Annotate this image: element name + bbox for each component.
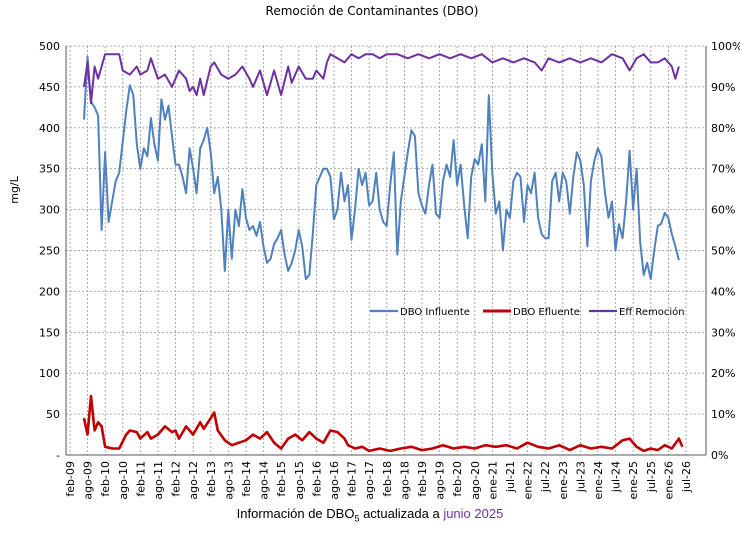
x-tick-label: jul-25 <box>645 461 658 493</box>
left-tick-label: 300 <box>39 204 60 217</box>
x-tick-label: feb-17 <box>346 461 359 497</box>
x-tick-label: jul-26 <box>680 461 693 493</box>
x-tick-label: jul-22 <box>539 461 552 493</box>
right-tick-label: 40% <box>711 285 735 298</box>
footer-note: Información de DBO5 actualizada a junio … <box>0 506 740 524</box>
x-tick-label: ene-25 <box>627 461 640 499</box>
series-line-3 <box>83 53 680 105</box>
x-tick-label: ene-21 <box>486 461 499 499</box>
right-tick-label: 100% <box>711 40 740 53</box>
right-tick-label: 60% <box>711 204 735 217</box>
left-tick-label: 200 <box>39 285 60 298</box>
right-tick-label: 30% <box>711 326 735 339</box>
footer-date: junio 2025 <box>443 506 504 521</box>
y-axis-title: mg/L <box>8 175 21 203</box>
left-tick-label: - <box>56 449 60 462</box>
left-tick-label: 500 <box>39 40 60 53</box>
x-tick-label: ago-17 <box>363 461 376 500</box>
right-tick-label: 20% <box>711 367 735 380</box>
legend-label: Eff Remoción <box>619 306 685 318</box>
x-tick-label: ago-18 <box>398 461 411 500</box>
x-tick-label: ene-22 <box>522 461 535 499</box>
x-tick-label: feb-13 <box>205 461 218 497</box>
left-tick-label: 350 <box>39 163 60 176</box>
legend: DBO Influente DBO Efluente Eff Remoción <box>370 306 685 318</box>
x-tick-label: ago-13 <box>222 461 235 500</box>
series-line-2 <box>82 394 684 453</box>
right-tick-label: 80% <box>711 122 735 135</box>
x-tick-label: ago-09 <box>82 461 95 500</box>
x-tick-label: feb-11 <box>134 461 147 497</box>
x-tick-label: feb-19 <box>416 461 429 497</box>
x-tick-label: feb-16 <box>310 461 323 497</box>
legend-label: DBO Influente <box>400 307 470 318</box>
right-tick-label: 50% <box>711 245 735 258</box>
x-tick-label: jul-21 <box>504 461 517 493</box>
left-tick-label: 150 <box>39 326 60 339</box>
left-tick-label: 100 <box>39 367 60 380</box>
x-tick-label: feb-15 <box>275 461 288 497</box>
x-tick-label: jul-24 <box>610 461 623 493</box>
legend-label: DBO Efluente <box>513 307 580 318</box>
x-tick-label: feb-14 <box>240 461 253 497</box>
x-tick-label: feb-09 <box>64 461 77 497</box>
x-tick-label: ago-10 <box>117 461 130 500</box>
axes: - 50 100 150 200 250 300 350 400 450 500 0% 10% 20% 30… <box>39 40 740 500</box>
right-tick-label: 0% <box>711 449 728 462</box>
x-tick-label: ene-26 <box>662 461 675 499</box>
footer-middle: actualizada a <box>359 506 444 521</box>
x-tick-label: ago-19 <box>434 461 447 500</box>
series-lines <box>82 53 684 453</box>
footer-subscript: 5 <box>354 513 360 524</box>
x-tick-label: ago-11 <box>152 461 165 500</box>
x-tick-label: ago-16 <box>328 461 341 500</box>
x-tick-label: ago-20 <box>469 461 482 500</box>
right-tick-label: 70% <box>711 163 735 176</box>
left-tick-label: 450 <box>39 81 60 94</box>
x-tick-label: ago-15 <box>293 461 306 500</box>
x-tick-label: feb-12 <box>170 461 183 497</box>
x-tick-label: feb-20 <box>451 461 464 497</box>
left-tick-label: 50 <box>46 408 60 421</box>
x-tick-label: ene-24 <box>592 461 605 499</box>
x-tick-label: ago-12 <box>187 461 200 500</box>
left-tick-label: 400 <box>39 122 60 135</box>
x-tick-label: jul-23 <box>574 461 587 493</box>
x-tick-label: ago-14 <box>258 461 271 500</box>
series-line-1 <box>83 55 680 281</box>
x-tick-label: ene-23 <box>557 461 570 499</box>
chart-title: Remoción de Contaminantes (DBO) <box>266 4 479 18</box>
left-tick-label: 250 <box>39 245 60 258</box>
right-tick-label: 10% <box>711 408 735 421</box>
x-tick-label: feb-10 <box>99 461 112 497</box>
right-tick-label: 90% <box>711 81 735 94</box>
footer-prefix: Información de DBO <box>236 506 355 521</box>
x-tick-label: feb-18 <box>381 461 394 497</box>
